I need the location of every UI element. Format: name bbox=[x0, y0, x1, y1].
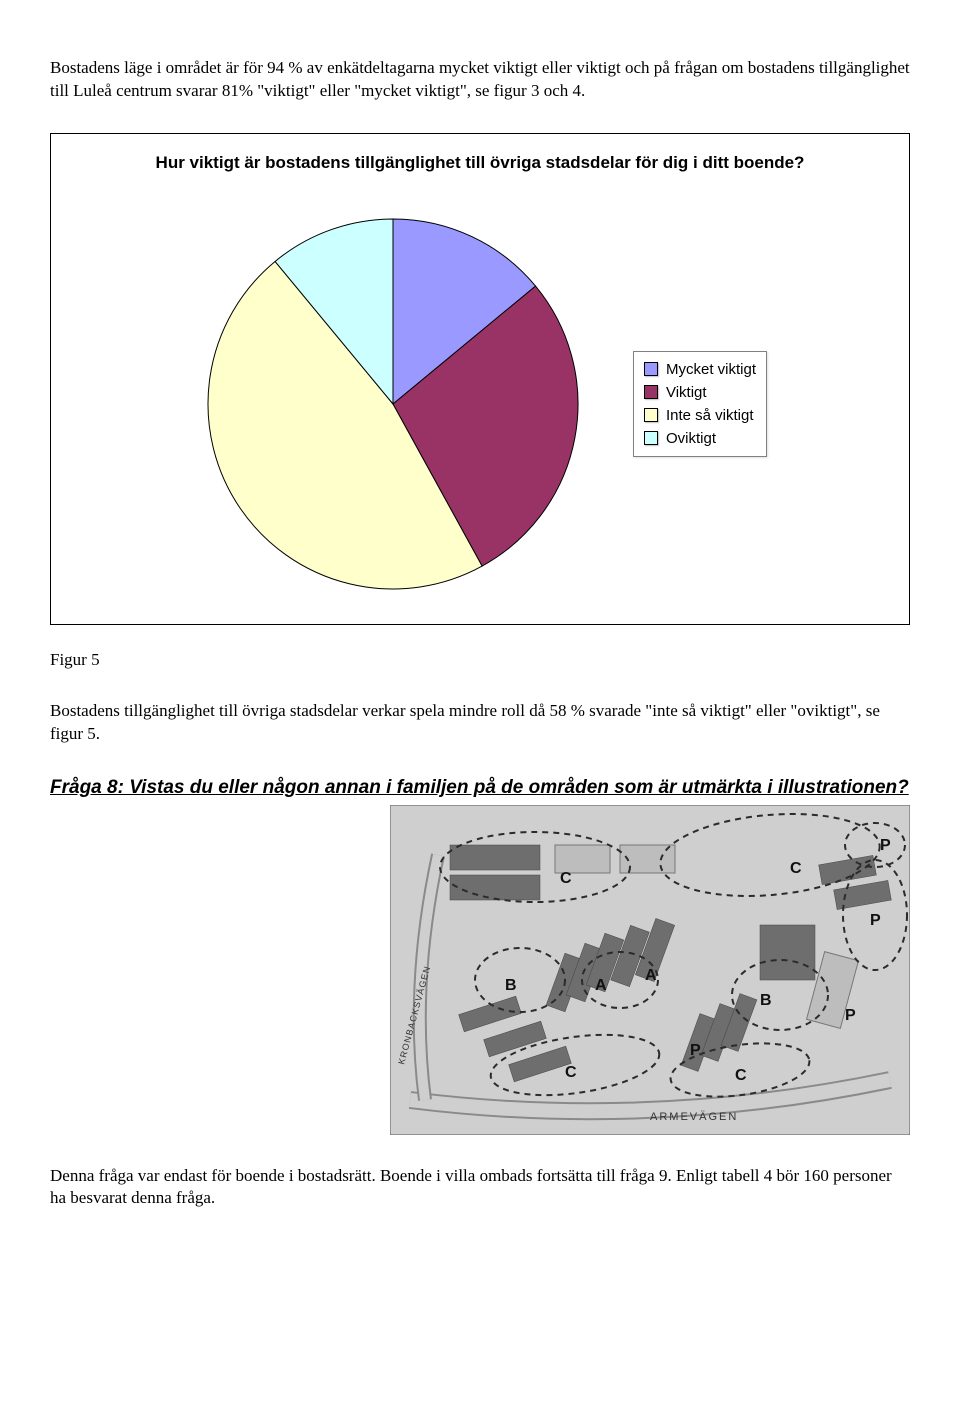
svg-text:P: P bbox=[845, 1007, 856, 1024]
body-paragraph: Bostadens tillgänglighet till övriga sta… bbox=[50, 700, 910, 746]
legend: Mycket viktigt Viktigt Inte så viktigt Ovik… bbox=[633, 351, 767, 457]
chart-inner: Mycket viktigt Viktigt Inte så viktigt Ovik… bbox=[71, 204, 889, 604]
legend-label: Mycket viktigt bbox=[666, 361, 756, 378]
illustration-wrap: ARMEVÄGENKRONBACKSVÄGENCCBAABCCPPPP bbox=[50, 805, 910, 1135]
pie-chart bbox=[193, 204, 593, 604]
legend-row: Inte så viktigt bbox=[644, 404, 756, 427]
legend-swatch bbox=[644, 431, 658, 445]
svg-text:P: P bbox=[870, 912, 881, 929]
legend-row: Mycket viktigt bbox=[644, 358, 756, 381]
legend-swatch bbox=[644, 408, 658, 422]
map-illustration: ARMEVÄGENKRONBACKSVÄGENCCBAABCCPPPP bbox=[390, 805, 910, 1135]
svg-text:P: P bbox=[690, 1042, 701, 1059]
legend-swatch bbox=[644, 362, 658, 376]
legend-swatch bbox=[644, 385, 658, 399]
legend-label: Oviktigt bbox=[666, 430, 716, 447]
legend-row: Oviktigt bbox=[644, 427, 756, 450]
svg-text:C: C bbox=[790, 860, 802, 877]
svg-text:A: A bbox=[645, 967, 657, 984]
svg-text:P: P bbox=[880, 837, 891, 854]
question-heading: Fråga 8: Vistas du eller någon annan i f… bbox=[50, 776, 910, 801]
svg-text:C: C bbox=[560, 870, 572, 887]
svg-text:B: B bbox=[760, 992, 772, 1009]
chart-container: Hur viktigt är bostadens tillgänglighet … bbox=[50, 133, 910, 625]
intro-paragraph: Bostadens läge i området är för 94 % av … bbox=[50, 57, 910, 103]
svg-text:ARMEVÄGEN: ARMEVÄGEN bbox=[650, 1111, 738, 1123]
svg-text:B: B bbox=[505, 977, 517, 994]
legend-row: Viktigt bbox=[644, 381, 756, 404]
final-paragraph: Denna fråga var endast för boende i bost… bbox=[50, 1165, 910, 1211]
svg-text:A: A bbox=[595, 977, 607, 994]
svg-text:C: C bbox=[735, 1067, 747, 1084]
legend-label: Inte så viktigt bbox=[666, 407, 754, 424]
legend-label: Viktigt bbox=[666, 384, 707, 401]
svg-text:C: C bbox=[565, 1064, 577, 1081]
figure-label: Figur 5 bbox=[50, 650, 910, 670]
chart-title: Hur viktigt är bostadens tillgänglighet … bbox=[150, 152, 810, 174]
